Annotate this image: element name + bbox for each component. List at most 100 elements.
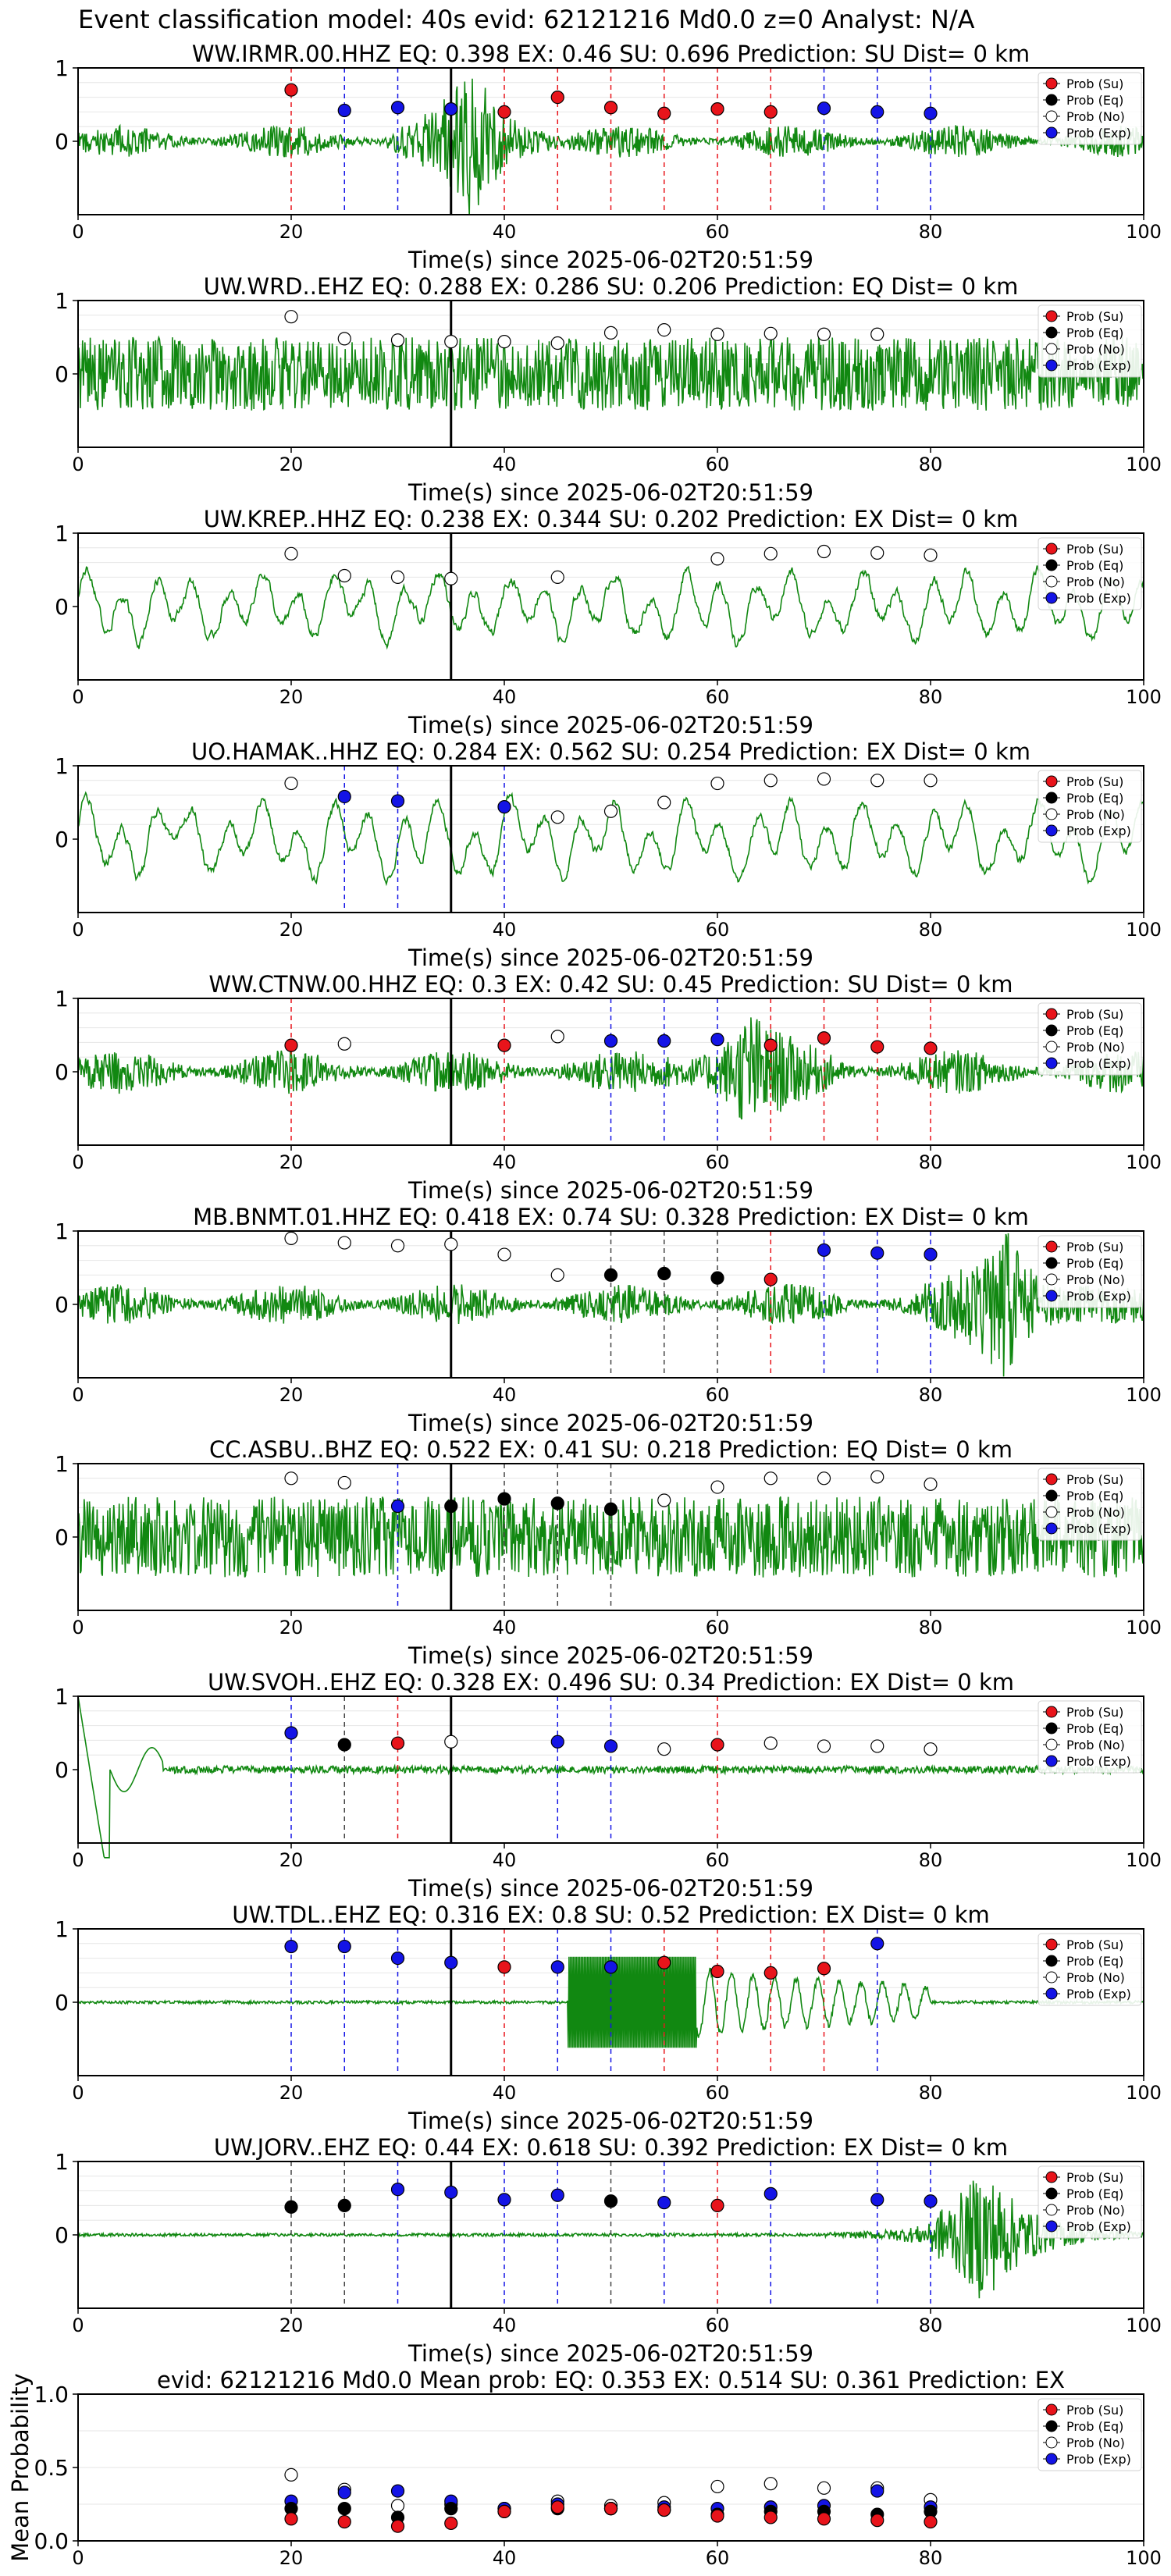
- legend-marker-eq: [1045, 1257, 1058, 1269]
- prob-point-exp: [763, 2186, 778, 2201]
- legend-label: Prob (Su): [1066, 309, 1123, 324]
- y-tick-label: 0: [55, 1757, 69, 1783]
- x-tick-label: 60: [706, 1384, 730, 1406]
- prob-point-su: [497, 1960, 511, 1974]
- legend-box: [1038, 1235, 1142, 1308]
- prob-point-exp: [444, 1955, 458, 1969]
- y-tick-label: 0: [55, 827, 69, 852]
- x-tick-label: 20: [279, 1849, 304, 1871]
- prob-point-no: [657, 1493, 671, 1507]
- x-tick-label: 100: [1126, 2547, 1162, 2569]
- waveform-trace: [77, 1956, 1144, 2048]
- legend-marker-exp: [1045, 2220, 1058, 2233]
- x-tick-label: 100: [1126, 1849, 1162, 1871]
- x-tick-label: 20: [279, 2314, 304, 2336]
- mean-prob-point-su: [390, 2519, 405, 2533]
- prob-point-exp: [870, 1937, 884, 1951]
- prob-point-su: [763, 1272, 778, 1286]
- legend-marker-no: [1045, 808, 1058, 820]
- x-tick-label: 80: [919, 686, 943, 708]
- prob-point-no: [284, 776, 298, 791]
- chart-title: evid: 62121216 Md0.0 Mean prob: EQ: 0.35…: [157, 2367, 1065, 2393]
- x-tick-label: 100: [1126, 2314, 1162, 2336]
- y-tick-label: 0.0: [34, 2528, 69, 2554]
- x-tick-label: 20: [279, 2082, 304, 2104]
- prob-point-no: [444, 335, 458, 349]
- legend-label: Prob (No): [1066, 575, 1125, 589]
- prob-point-su: [284, 83, 298, 97]
- prob-point-no: [337, 1475, 351, 1490]
- chart-panel-3: UW.KREP..HHZ EQ: 0.238 EX: 0.344 SU: 0.2…: [55, 506, 1162, 738]
- legend-label: Prob (Eq): [1066, 791, 1123, 806]
- waveform-trace: [77, 565, 1144, 650]
- y-tick-label: 0: [55, 1059, 69, 1085]
- legend-label: Prob (No): [1066, 2435, 1125, 2450]
- x-tick-label: 100: [1126, 221, 1162, 243]
- y-tick-label: 1: [55, 288, 69, 314]
- legend-marker-exp: [1045, 1987, 1058, 2000]
- mean-prob-point-su: [710, 2509, 724, 2523]
- waveform-trace: [77, 1496, 1144, 1578]
- legend-marker-eq: [1045, 2420, 1058, 2432]
- prob-point-exp: [817, 101, 831, 116]
- prob-point-no: [817, 1739, 831, 1753]
- prob-point-exp: [603, 1739, 618, 1753]
- legend-label: Prob (Eq): [1066, 2419, 1123, 2434]
- y-tick-label: 0: [55, 1292, 69, 1318]
- legend-marker-su: [1045, 2403, 1058, 2416]
- chart-title: UW.KREP..HHZ EQ: 0.238 EX: 0.344 SU: 0.2…: [204, 506, 1019, 532]
- legend-marker-no: [1045, 1041, 1058, 1053]
- x-axis-label: Time(s) since 2025-06-02T20:51:59: [408, 1642, 813, 1669]
- x-tick-label: 100: [1126, 454, 1162, 475]
- mean-prob-point-eq: [444, 2502, 458, 2516]
- mean-prob-point-exp: [870, 2484, 884, 2498]
- legend-marker-exp: [1045, 126, 1058, 139]
- x-tick-label: 0: [72, 1617, 84, 1638]
- legend-label: Prob (Exp): [1066, 824, 1131, 838]
- x-tick-label: 60: [706, 1849, 730, 1871]
- prob-point-no: [763, 1736, 778, 1750]
- mean-prob-point-su: [870, 2514, 884, 2528]
- x-tick-label: 80: [919, 221, 943, 243]
- x-tick-label: 80: [919, 2314, 943, 2336]
- x-tick-label: 20: [279, 919, 304, 941]
- x-tick-label: 100: [1126, 1617, 1162, 1638]
- legend-box: [1038, 2398, 1142, 2471]
- x-tick-label: 0: [72, 2547, 84, 2569]
- prob-point-no: [763, 1471, 778, 1485]
- legend-label: Prob (Su): [1066, 1705, 1123, 1720]
- legend-label: Prob (Exp): [1066, 2452, 1131, 2467]
- x-tick-label: 0: [72, 2082, 84, 2104]
- legend-marker-su: [1045, 1008, 1058, 1020]
- x-tick-label: 20: [279, 454, 304, 475]
- prob-point-no: [870, 546, 884, 560]
- legend-label: Prob (Exp): [1066, 1289, 1131, 1304]
- y-tick-label: 1: [55, 521, 69, 546]
- prob-point-su: [657, 106, 671, 120]
- prob-point-no: [924, 548, 938, 562]
- legend-label: Prob (No): [1066, 1738, 1125, 1752]
- legend-label: Prob (Su): [1066, 1472, 1123, 1487]
- x-tick-label: 40: [493, 2082, 517, 2104]
- prob-point-exp: [924, 2194, 938, 2208]
- legend-label: Prob (Eq): [1066, 558, 1123, 573]
- prob-point-su: [284, 1038, 298, 1052]
- prob-point-su: [657, 1955, 671, 1969]
- legend-marker-eq: [1045, 559, 1058, 571]
- prob-point-no: [550, 1268, 564, 1283]
- x-tick-label: 80: [919, 919, 943, 941]
- x-axis-label: Time(s) since 2025-06-02T20:51:59: [408, 1177, 813, 1204]
- prob-point-no: [763, 326, 778, 340]
- legend-marker-exp: [1045, 2453, 1058, 2465]
- legend-label: Prob (Eq): [1066, 2186, 1123, 2201]
- prob-point-su: [603, 101, 618, 115]
- prob-point-no: [497, 1247, 511, 1261]
- prob-point-exp: [550, 1735, 564, 1749]
- chart-panel-4: UO.HAMAK..HHZ EQ: 0.284 EX: 0.562 SU: 0.…: [55, 738, 1162, 971]
- y-tick-label: 1: [55, 753, 69, 779]
- x-tick-label: 20: [279, 1151, 304, 1173]
- x-tick-label: 100: [1126, 686, 1162, 708]
- x-tick-label: 60: [706, 2547, 730, 2569]
- prob-point-no: [550, 810, 564, 824]
